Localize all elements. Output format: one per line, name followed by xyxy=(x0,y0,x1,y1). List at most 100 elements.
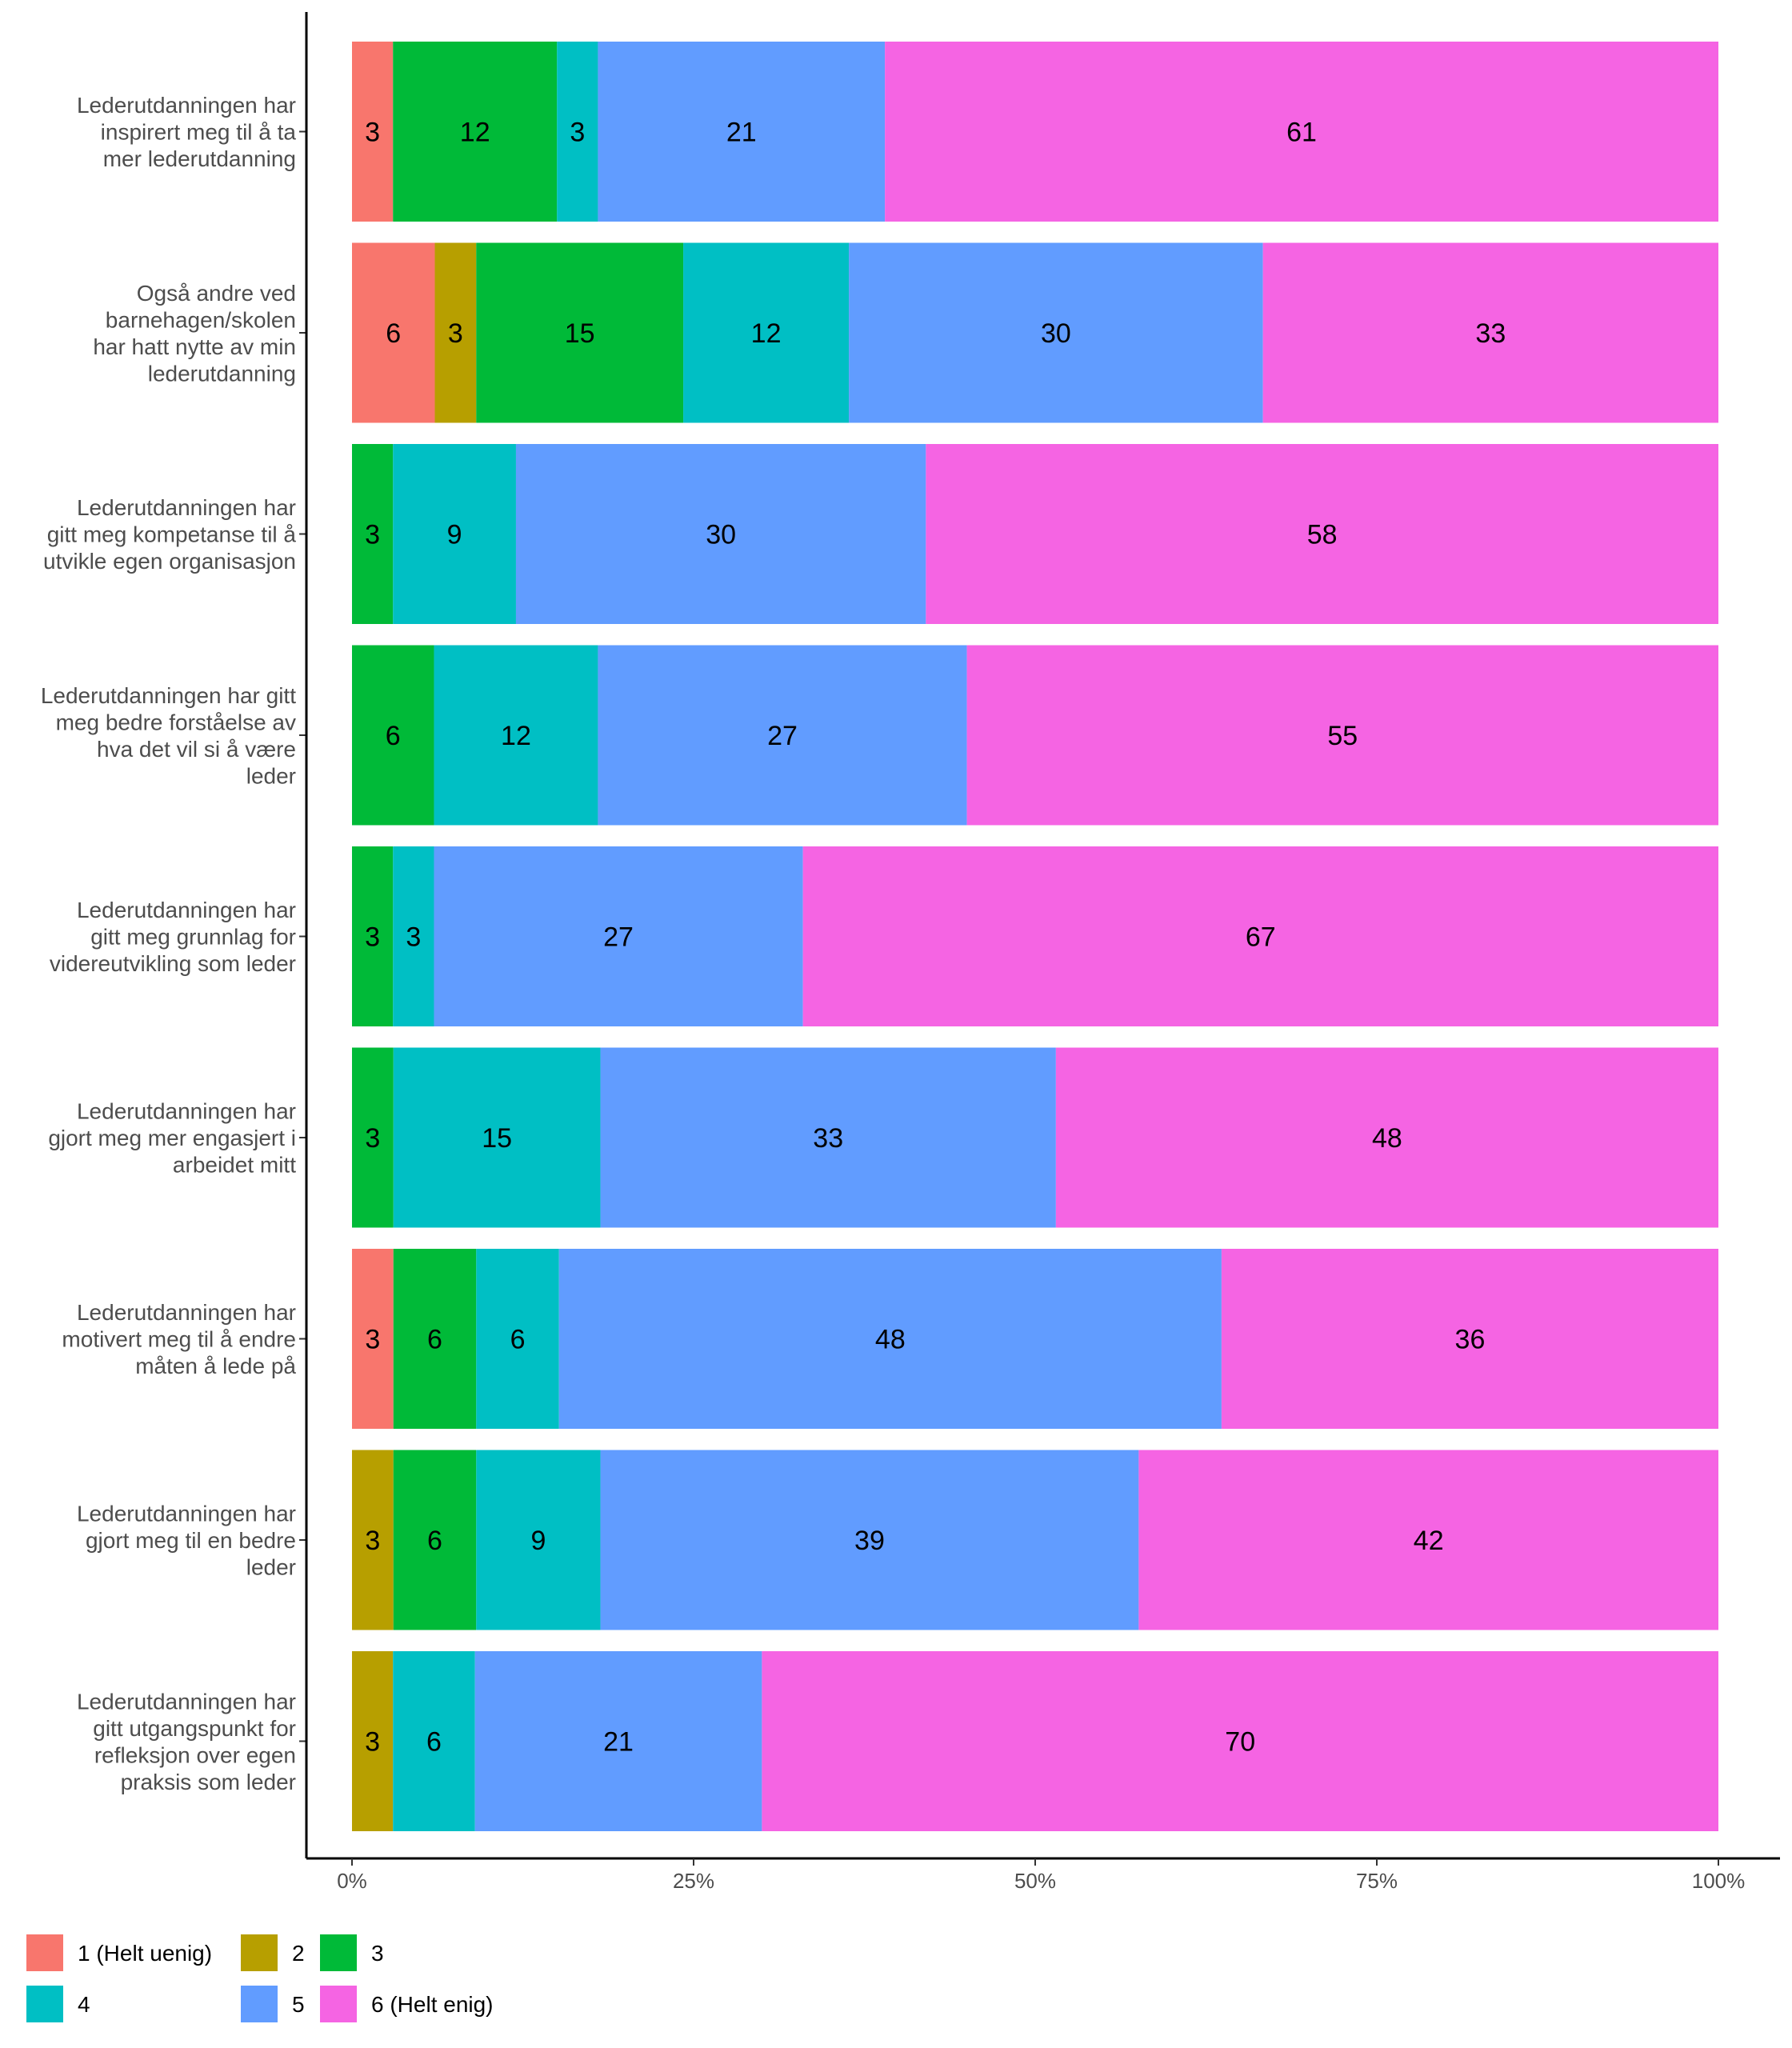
bar-segment xyxy=(598,645,967,826)
x-tick-label: 25% xyxy=(673,1869,714,1893)
data-label: 12 xyxy=(501,721,531,751)
data-label: 3 xyxy=(570,118,585,148)
data-label: 67 xyxy=(1246,922,1276,953)
bar-segment xyxy=(393,1450,477,1630)
bar-segment xyxy=(393,444,516,624)
category-label: Lederutdanningen har gjort meg til en bed… xyxy=(77,1502,296,1580)
data-label: 39 xyxy=(854,1526,885,1556)
data-label: 15 xyxy=(565,318,595,349)
bars-layer xyxy=(352,42,1718,1831)
bar-segment xyxy=(434,846,803,1026)
data-label: 6 xyxy=(386,318,401,349)
bar-segment xyxy=(598,42,886,222)
bar-segment xyxy=(762,1651,1718,1831)
legend-key xyxy=(26,1986,63,2022)
category-label: Lederutdanningen har gitt meg bedre forst… xyxy=(41,683,296,789)
bar-segment xyxy=(393,42,558,222)
bar-segment xyxy=(352,444,394,624)
bar-segment xyxy=(558,1249,1222,1429)
data-label: 21 xyxy=(726,118,757,148)
data-label: 58 xyxy=(1307,520,1338,550)
data-label: 48 xyxy=(1372,1123,1402,1154)
data-label: 3 xyxy=(365,1727,380,1758)
data-label: 3 xyxy=(365,118,380,148)
legend-label: 5 xyxy=(292,1992,305,2017)
bar-segment xyxy=(515,444,926,624)
legend-label: 4 xyxy=(78,1992,90,2017)
data-label: 61 xyxy=(1286,118,1317,148)
data-label: 33 xyxy=(813,1123,843,1154)
data-label: 33 xyxy=(1475,318,1506,349)
data-label: 30 xyxy=(706,520,736,550)
x-tick-label: 75% xyxy=(1356,1869,1398,1893)
legend-label: 1 (Helt uenig) xyxy=(78,1941,212,1966)
x-tick-label: 50% xyxy=(1014,1869,1056,1893)
bar-segment xyxy=(557,42,598,222)
bar-segment xyxy=(966,645,1718,826)
data-label: 3 xyxy=(365,1526,380,1556)
category-label: Lederutdanningen har gitt meg grunnlag fo… xyxy=(50,898,296,976)
data-label: 3 xyxy=(365,1325,380,1355)
data-label: 36 xyxy=(1455,1325,1486,1355)
legend-label: 2 xyxy=(292,1941,305,1966)
bar-segment xyxy=(352,1651,394,1831)
bar-segment xyxy=(352,1249,394,1429)
data-label: 21 xyxy=(603,1727,634,1758)
bar-segment xyxy=(393,846,434,1026)
data-label: 6 xyxy=(427,1325,442,1355)
data-label: 6 xyxy=(427,1526,442,1556)
category-label: Lederutdanningen har gitt meg kompetanse … xyxy=(43,495,296,574)
bar-segment xyxy=(474,1651,762,1831)
data-label: 9 xyxy=(447,520,462,550)
bar-segment xyxy=(352,846,394,1026)
bar-segment xyxy=(393,1249,477,1429)
category-label: Lederutdanningen har motivert meg til å e… xyxy=(62,1300,296,1378)
bar-segment xyxy=(849,242,1263,423)
bar-segment xyxy=(1138,1450,1718,1630)
bar-segment xyxy=(393,1047,601,1228)
legend-key xyxy=(320,1986,357,2022)
x-tick-label: 100% xyxy=(1692,1869,1746,1893)
legend-key xyxy=(241,1934,278,1971)
data-label: 15 xyxy=(482,1123,512,1154)
data-label: 9 xyxy=(530,1526,546,1556)
data-label: 6 xyxy=(510,1325,526,1355)
bar-segment xyxy=(802,846,1718,1026)
bar-segment xyxy=(476,1450,601,1630)
bar-segment xyxy=(476,1249,559,1429)
data-label: 12 xyxy=(460,118,490,148)
category-label: Lederutdanningen har inspirert meg til å … xyxy=(77,93,296,171)
bar-segment xyxy=(926,444,1718,624)
data-label: 48 xyxy=(875,1325,906,1355)
bar-segment xyxy=(683,242,850,423)
bar-segment xyxy=(393,1651,475,1831)
x-tick-label: 0% xyxy=(337,1869,367,1893)
axes-layer: 0% 25% 50% 75% 100% xyxy=(299,12,1780,1893)
data-label: 3 xyxy=(365,922,380,953)
data-label: 27 xyxy=(603,922,634,953)
data-label: 6 xyxy=(386,721,401,751)
bar-segment xyxy=(1221,1249,1718,1429)
bar-segment xyxy=(434,645,598,826)
data-label: 3 xyxy=(365,1123,380,1154)
category-label: Også andre ved barnehagen/skolen har hatt … xyxy=(93,281,296,386)
bar-segment xyxy=(600,1047,1056,1228)
data-label: 6 xyxy=(426,1727,442,1758)
legend-key xyxy=(26,1934,63,1971)
data-label: 42 xyxy=(1414,1526,1444,1556)
bar-segment xyxy=(352,242,435,423)
value-labels-layer: 3 12 3 21 616 3 15 12 30 333 9 30 586 12 27 553 3 27 673 15… xyxy=(365,118,1506,1758)
data-label: 3 xyxy=(448,318,463,349)
bar-segment xyxy=(885,42,1718,222)
bar-segment xyxy=(352,42,394,222)
bar-segment xyxy=(476,242,684,423)
bar-segment xyxy=(352,1047,394,1228)
bar-segment xyxy=(352,1450,394,1630)
legend: 1 (Helt uenig) 2 3 4 5 6 (Helt enig) xyxy=(26,1934,494,2022)
category-label: Lederutdanningen har gitt utgangspunkt fo… xyxy=(77,1689,296,1794)
bar-segment xyxy=(434,242,477,423)
legend-label: 6 (Helt enig) xyxy=(371,1992,494,2017)
data-label: 55 xyxy=(1327,721,1358,751)
data-label: 3 xyxy=(406,922,421,953)
